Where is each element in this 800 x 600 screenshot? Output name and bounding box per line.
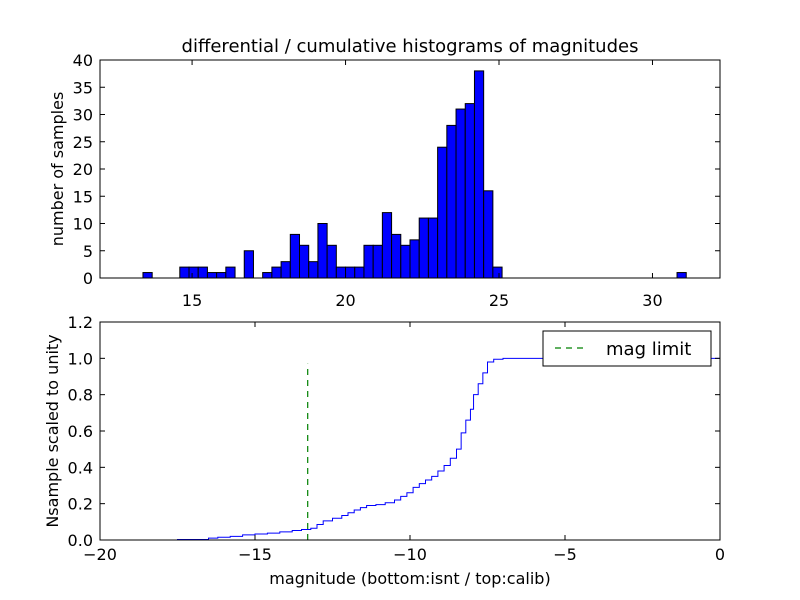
histogram-bar bbox=[381, 212, 393, 279]
histogram-bar bbox=[289, 233, 301, 279]
histogram-bar bbox=[317, 223, 328, 279]
top-histogram-plot: 15 20 25 30 0 5 10 15 20 25 30 35 40 bbox=[73, 51, 721, 310]
legend: mag limit bbox=[542, 330, 712, 367]
histogram-bar bbox=[326, 244, 337, 279]
histogram-bar bbox=[206, 272, 218, 279]
histogram-bar bbox=[418, 217, 429, 279]
histogram-bar bbox=[676, 272, 687, 279]
histogram-bar bbox=[216, 272, 227, 279]
top-y-tick-label: 20 bbox=[73, 160, 93, 179]
histogram-bar bbox=[473, 70, 485, 279]
bottom-x-tick-label: −20 bbox=[83, 545, 117, 564]
bottom-x-tick-label: 0 bbox=[715, 545, 725, 564]
histogram-bar bbox=[464, 103, 475, 279]
top-x-tick-label: 15 bbox=[182, 291, 202, 310]
histogram-bar bbox=[271, 266, 282, 279]
histogram-bar bbox=[446, 124, 457, 279]
histogram-bar bbox=[427, 217, 439, 279]
legend-label-mag-limit: mag limit bbox=[606, 339, 691, 360]
bottom-x-tick-label: −15 bbox=[238, 545, 272, 564]
histogram-bar bbox=[391, 233, 402, 279]
histogram-bar bbox=[372, 244, 383, 279]
histogram-bar bbox=[225, 266, 236, 279]
histogram-bar bbox=[400, 244, 411, 279]
cumulative-step-line bbox=[100, 357, 721, 541]
top-y-tick-label: 0 bbox=[83, 269, 93, 288]
bottom-x-tick-label: −10 bbox=[393, 545, 427, 564]
histogram-bar bbox=[179, 266, 190, 279]
histogram-bar bbox=[262, 272, 273, 279]
bottom-x-axis-label: magnitude (bottom:isnt / top:calib) bbox=[269, 569, 550, 588]
histogram-bar bbox=[492, 266, 503, 279]
bottom-cumulative-plot: −20 −15 −10 −5 0 0.0 0.2 0.4 0.6 0.8 1.0 1.2 mag l… bbox=[68, 313, 726, 564]
histogram-bar bbox=[363, 244, 374, 279]
top-y-tick-label: 5 bbox=[83, 242, 93, 261]
bottom-y-tick-label: 0.8 bbox=[68, 386, 93, 405]
histogram-bar bbox=[354, 266, 365, 279]
histogram-bar bbox=[299, 244, 310, 279]
histogram-bar bbox=[335, 266, 347, 279]
histogram-bar bbox=[197, 266, 208, 279]
bottom-y-tick-label: 1.0 bbox=[68, 349, 93, 368]
top-x-tick-label: 20 bbox=[335, 291, 355, 310]
top-x-tick-label: 30 bbox=[642, 291, 662, 310]
bottom-x-tick-label: −5 bbox=[553, 545, 577, 564]
top-y-axis-label: number of samples bbox=[48, 92, 67, 247]
top-x-tick-label: 25 bbox=[489, 291, 509, 310]
histogram-bar bbox=[437, 146, 448, 279]
histogram-bar bbox=[188, 266, 199, 279]
top-y-tick-label: 40 bbox=[73, 51, 93, 70]
histogram-bar bbox=[308, 261, 319, 279]
histogram-bar bbox=[243, 250, 254, 279]
top-chart-title: differential / cumulative histograms of … bbox=[182, 36, 639, 57]
bottom-y-tick-label: 0.0 bbox=[68, 531, 93, 550]
histogram-bar bbox=[483, 190, 494, 279]
top-y-tick-label: 10 bbox=[73, 215, 93, 234]
bottom-y-tick-label: 1.2 bbox=[68, 313, 93, 332]
histogram-bar bbox=[345, 266, 356, 279]
histogram-bar bbox=[455, 108, 466, 279]
top-y-tick-label: 35 bbox=[73, 78, 93, 97]
bottom-y-tick-label: 0.6 bbox=[68, 422, 93, 441]
histogram-bar bbox=[142, 272, 153, 279]
top-y-tick-label: 30 bbox=[73, 106, 93, 125]
top-y-tick-label: 15 bbox=[73, 187, 93, 206]
bottom-y-tick-label: 0.2 bbox=[68, 495, 93, 514]
histogram-bar bbox=[280, 261, 291, 279]
bottom-y-tick-label: 0.4 bbox=[68, 458, 93, 477]
top-y-tick-label: 25 bbox=[73, 133, 93, 152]
bottom-y-axis-label: Nsample scaled to unity bbox=[43, 334, 62, 527]
histogram-bar bbox=[409, 239, 420, 279]
